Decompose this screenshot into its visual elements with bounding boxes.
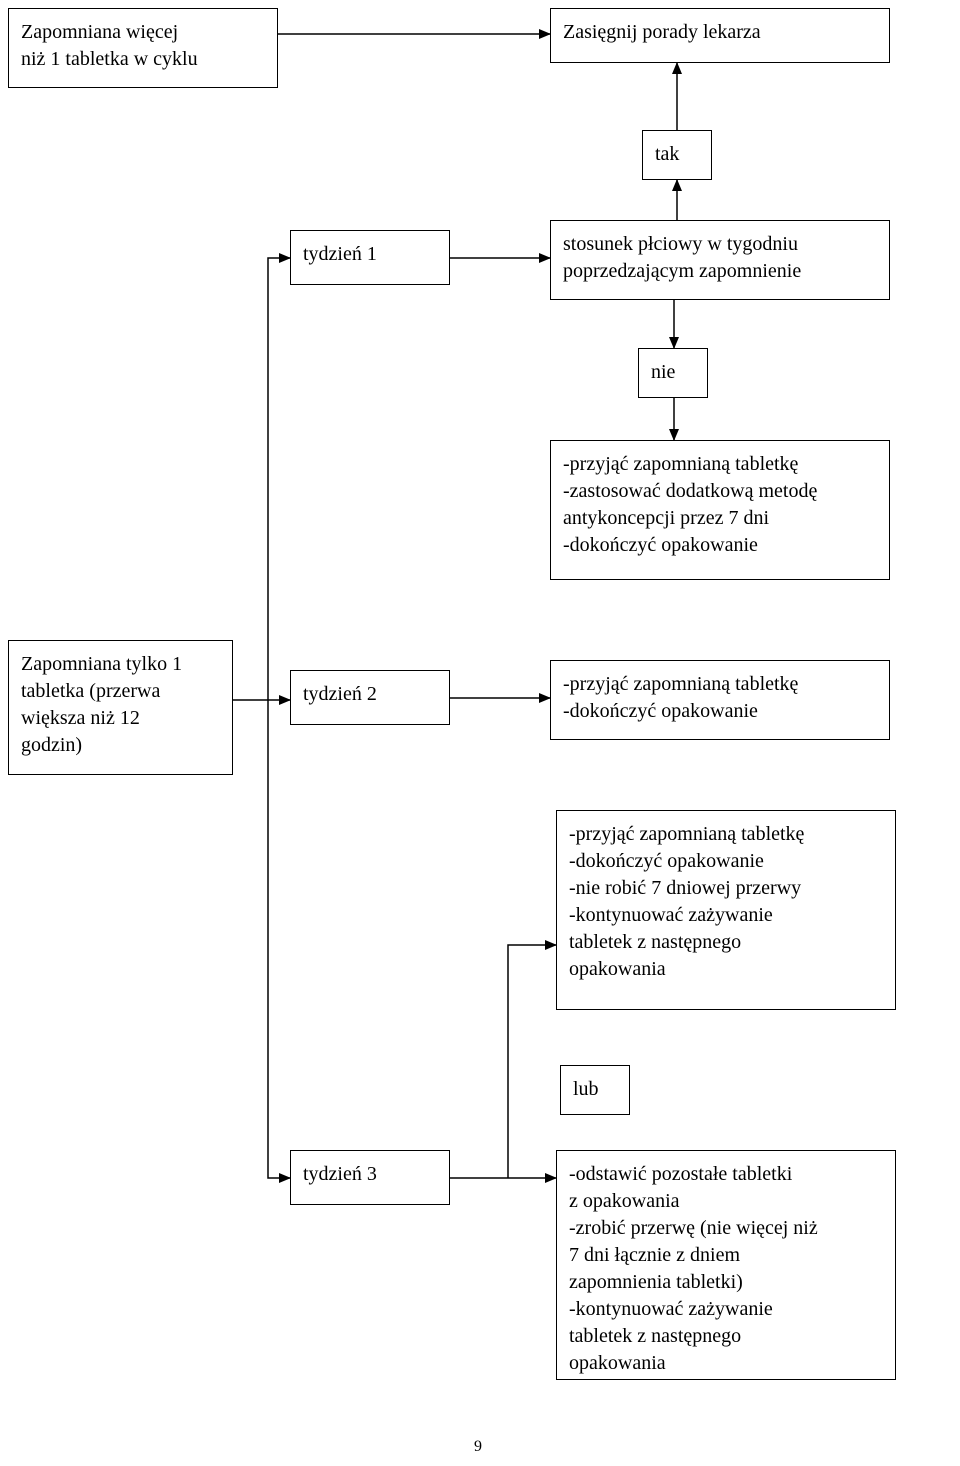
flowchart-node: Zasięgnij porady lekarza [550, 8, 890, 63]
flowchart-node: tydzień 1 [290, 230, 450, 285]
flowchart-node: -przyjąć zapomnianą tabletkę -zastosować… [550, 440, 890, 580]
page-number: 9 [474, 1438, 482, 1456]
flowchart-edge [268, 258, 290, 700]
flowchart-node: tak [642, 130, 712, 180]
flowchart-node: Zapomniana więcej niż 1 tabletka w cyklu [8, 8, 278, 88]
flowchart-node: -przyjąć zapomnianą tabletkę -dokończyć … [556, 810, 896, 1010]
flowchart-node: tydzień 3 [290, 1150, 450, 1205]
flowchart-edge [508, 945, 556, 1178]
flowchart-node: stosunek płciowy w tygodniu poprzedzając… [550, 220, 890, 300]
flowchart-edge [268, 700, 290, 1178]
flowchart-node: tydzień 2 [290, 670, 450, 725]
flowchart-node: -przyjąć zapomnianą tabletkę -dokończyć … [550, 660, 890, 740]
flowchart-node: lub [560, 1065, 630, 1115]
flowchart-node: Zapomniana tylko 1 tabletka (przerwa wię… [8, 640, 233, 775]
flowchart-node: nie [638, 348, 708, 398]
flowchart-node: -odstawić pozostałe tabletki z opakowani… [556, 1150, 896, 1380]
